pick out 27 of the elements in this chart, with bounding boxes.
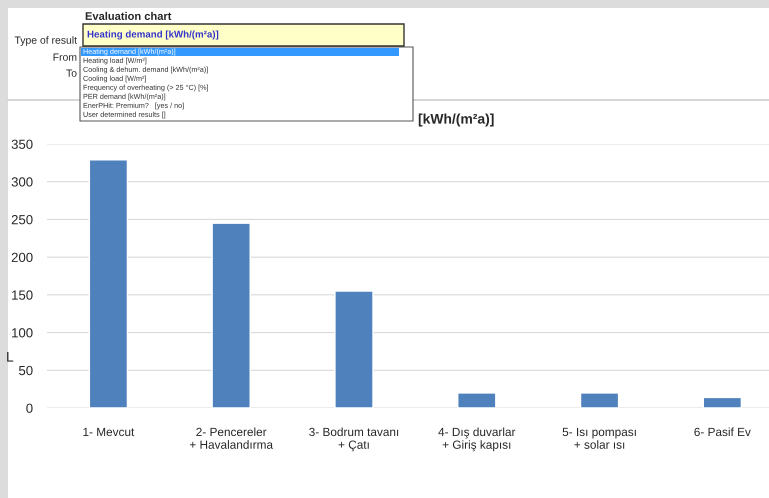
- bar: [580, 392, 620, 408]
- bar: [457, 392, 496, 408]
- text: To: [66, 70, 77, 77]
- text: L: [7, 352, 14, 362]
- bar: [88, 159, 128, 408]
- text: Evaluation chart: [86, 12, 172, 20]
- y-tick-label: 50: [18, 366, 33, 376]
- bar: [702, 396, 742, 408]
- x-tick-label: 1- Mevcut: [83, 428, 134, 436]
- y-tick-label: 350: [12, 140, 33, 149]
- bar: [334, 290, 374, 408]
- x-tick-label: 4- Dış duvarlar + Giriş kapısı: [438, 427, 516, 452]
- y-tick-label: 200: [12, 252, 33, 262]
- x-tick-label: 2- Pencereler + Havalandırma: [190, 427, 274, 449]
- y-tick-label: 150: [12, 290, 33, 300]
- y-tick-label: 250: [12, 214, 33, 224]
- y-tick-label: 0: [26, 404, 33, 413]
- x-tick-label: 3- Bodrum tavanı + Çatı: [309, 427, 398, 452]
- text: Heating demand [kWh/(m²a)]: [88, 30, 218, 40]
- x-tick-label: 5- Isı pompası + solar ısı: [562, 428, 636, 449]
- bar: [211, 222, 251, 408]
- chart-title: [kWh/(m²a)]: [418, 114, 494, 126]
- text: From: [54, 54, 76, 61]
- x-tick-label: 6- Pasif Ev: [694, 427, 751, 436]
- y-tick-label: 100: [12, 328, 33, 338]
- y-tick-label: 300: [12, 177, 33, 187]
- text: Type of result: [14, 36, 77, 46]
